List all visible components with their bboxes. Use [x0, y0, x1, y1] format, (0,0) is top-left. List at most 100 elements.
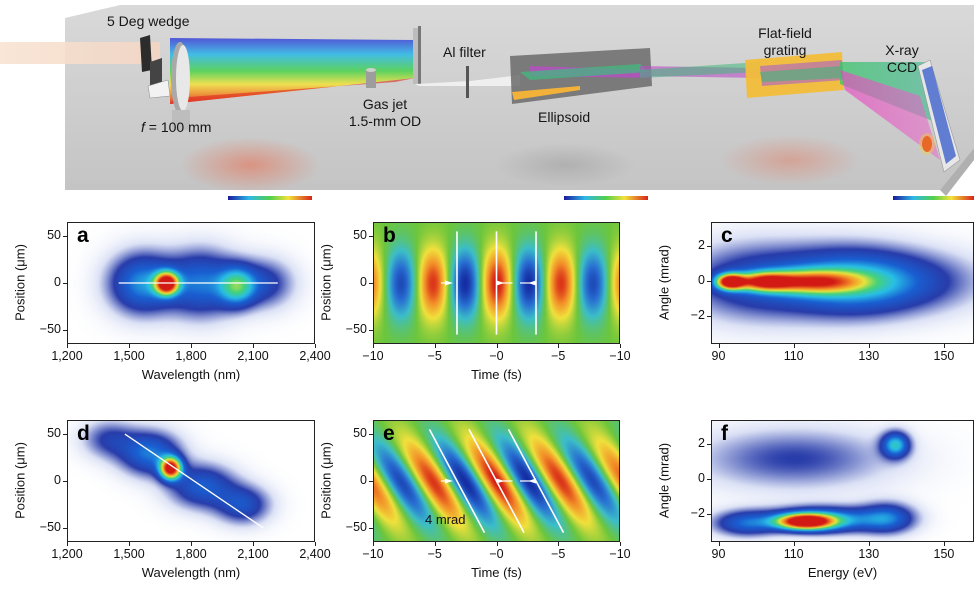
panel-d-ytick: 0 — [54, 473, 61, 487]
panel-e-ytick-mark — [369, 481, 373, 482]
panel-e-marker-arrow-1 — [496, 478, 505, 484]
panel-e-annotation: 4 mrad — [425, 512, 466, 527]
panel-f-heatmap — [711, 420, 974, 542]
panel-e-ylabel: Position (μm) — [318, 442, 334, 519]
colorbar-1 — [228, 196, 312, 200]
panel-f-xtick-mark — [943, 542, 945, 546]
panel-f-ytick-mark — [707, 444, 711, 446]
panel-b-xtick: −0 — [489, 349, 504, 363]
panel-c-xtick-mark — [793, 344, 795, 348]
panel-d-xtick: 1,800 — [175, 547, 207, 561]
panel-e-xtick-mark — [496, 542, 498, 546]
panel-f-xtick-mark — [718, 542, 720, 546]
panel-e-xtick-mark — [434, 542, 436, 546]
panel-c-plot — [711, 222, 974, 344]
panel-b-xtick-mark — [620, 344, 621, 348]
panel-e-ytick: 50 — [353, 426, 367, 441]
wedge-label: 5 Deg wedge — [107, 13, 190, 29]
panel-b-xtick: −5 — [551, 349, 566, 363]
focal-length-symbol: f — [141, 119, 145, 135]
panel-a-xtick: 1,200 — [51, 349, 83, 363]
panel-a-ytick-mark — [63, 236, 67, 238]
panel-d-xtick: 1,500 — [113, 547, 145, 561]
focal-length-value: = 100 mm — [144, 119, 212, 135]
experimental-setup-illustration — [0, 5, 974, 200]
panel-f-xtick: 90 — [711, 547, 726, 561]
x-ray-ccd — [917, 59, 961, 173]
focusing-lens — [171, 42, 190, 130]
panel-f-ytick: −2 — [690, 506, 705, 521]
ccd-label: X-ray CCD — [872, 42, 932, 76]
panel-c-xtick: 90 — [711, 349, 726, 363]
panel-d-ylabel: Position (μm) — [12, 442, 28, 519]
panel-a-letter: a — [77, 224, 89, 247]
panel-a-ytick-mark — [63, 329, 67, 331]
panel-c-xtick-mark — [718, 344, 720, 348]
panel-b-marker-arrow-1 — [496, 280, 505, 286]
panel-e-xtick-mark — [373, 542, 374, 546]
panel-f-xtick: 110 — [783, 547, 804, 561]
panel-f-overlay — [711, 420, 974, 542]
wedge-optic — [140, 35, 171, 99]
panel-b-overlay — [373, 222, 620, 344]
ellipsoid-mirror — [510, 48, 652, 104]
panel-e-marker-line-0 — [428, 429, 486, 533]
panel-d-xlabel: Wavelength (nm) — [141, 565, 241, 580]
panel-c-frame — [711, 222, 974, 344]
panel-a-plot — [67, 222, 315, 344]
panel-b-ytick: 50 — [353, 228, 367, 243]
panel-b-ylabel: Position (μm) — [318, 244, 334, 321]
panel-b-xtick-mark — [558, 344, 560, 348]
panel-f-ytick: 2 — [698, 436, 705, 451]
panel-e-ytick-mark — [369, 434, 373, 436]
panel-e-ytick: 0 — [360, 473, 367, 487]
panel-d-ytick: 50 — [47, 426, 61, 441]
panel-e-marker-line-2 — [507, 429, 565, 533]
panel-c-ytick: 2 — [698, 238, 705, 253]
panel-a-xtick-mark — [315, 344, 316, 348]
al-filter — [466, 66, 469, 98]
panel-b-plot — [373, 222, 620, 344]
panel-a-ytick-mark — [63, 283, 67, 284]
panel-b-ytick-mark — [369, 329, 373, 331]
panel-d-xtick: 2,400 — [299, 547, 331, 561]
dispersed-beam — [170, 38, 415, 104]
panel-e-marker-arrow-2 — [528, 478, 537, 484]
panel-d-ytick: −50 — [39, 519, 61, 534]
panel-d-xtick: 1,200 — [51, 547, 83, 561]
al-filter-label: Al filter — [443, 44, 486, 60]
panel-a-ytick: 0 — [54, 275, 61, 289]
panel-d-overlay — [67, 420, 315, 542]
panel-f-xtick-mark — [868, 542, 870, 546]
gas-jet-label: Gas jet 1.5-mm OD — [330, 96, 440, 130]
panel-c-xtick-mark — [868, 344, 870, 348]
panel-d-xtick-mark — [315, 542, 316, 546]
panel-a-xtick-mark — [67, 344, 68, 348]
panel-a-xtick: 2,400 — [299, 349, 331, 363]
panel-b-xtick: −10 — [362, 349, 384, 363]
panel-a-xtick-mark — [253, 344, 254, 348]
panel-f-ytick-mark — [707, 514, 711, 516]
panel-c-letter: c — [721, 224, 733, 247]
panel-e-ytick-mark — [369, 527, 373, 529]
panel-c-xtick-mark — [943, 344, 945, 348]
panel-f-letter: f — [721, 422, 728, 445]
panel-d-xtick-mark — [191, 542, 192, 546]
panel-e-xtick-mark — [620, 542, 621, 546]
panel-e-xtick-mark — [558, 542, 560, 546]
panel-a-xtick: 1,800 — [175, 349, 207, 363]
panel-d-letter: d — [77, 422, 90, 445]
panel-b-ytick-mark — [369, 236, 373, 238]
panel-b-xtick-mark — [373, 344, 374, 348]
panel-e-ytick: −50 — [345, 519, 367, 534]
panel-b-ytick: −50 — [345, 321, 367, 336]
panel-d-xtick: 2,100 — [237, 547, 269, 561]
panel-c-xtick: 150 — [933, 349, 955, 363]
ccd-label-line1: X-ray — [885, 42, 919, 58]
panel-d-guide-line-0 — [124, 433, 264, 529]
panel-b-xtick: −10 — [609, 349, 631, 363]
panel-d-ytick-mark — [63, 434, 67, 436]
panel-e-xlabel: Time (fs) — [471, 565, 522, 580]
concave-mirror — [413, 26, 421, 84]
gas-jet-label-line2: 1.5-mm OD — [348, 113, 422, 129]
